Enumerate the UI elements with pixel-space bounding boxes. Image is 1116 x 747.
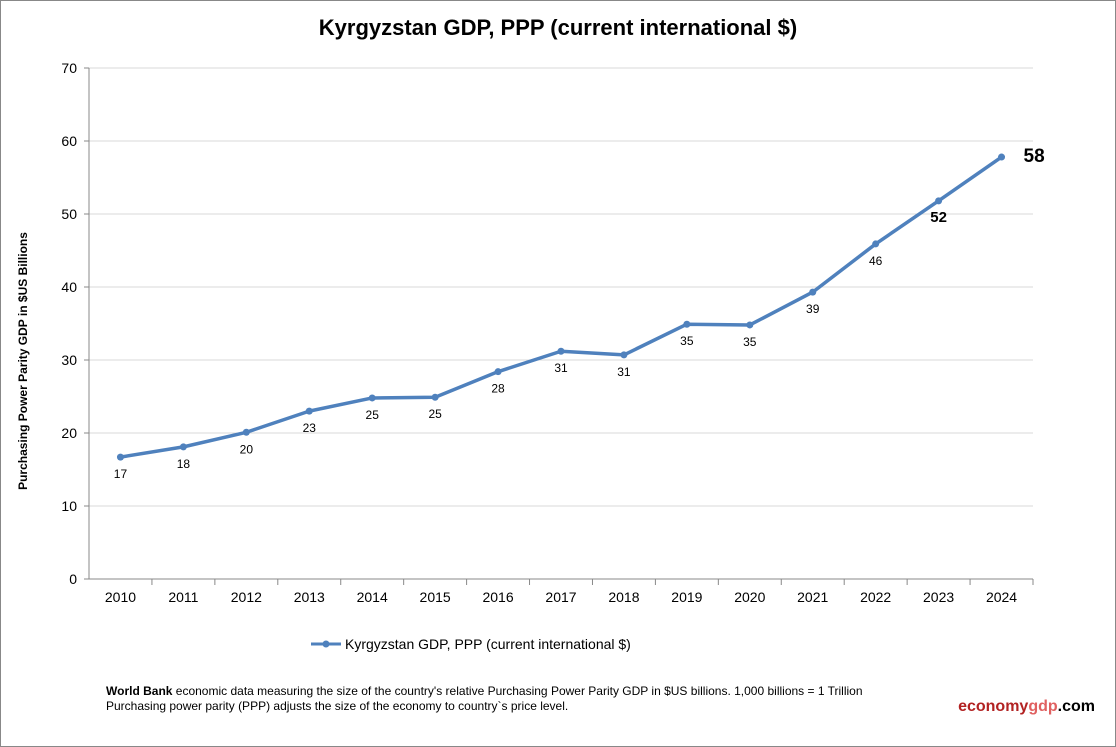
data-point xyxy=(431,393,439,401)
y-tick-label: 30 xyxy=(61,352,77,368)
data-point xyxy=(494,368,502,376)
data-label: 25 xyxy=(366,408,380,422)
legend-marker xyxy=(311,640,341,648)
data-label: 18 xyxy=(177,457,191,471)
chart-title: Kyrgyzstan GDP, PPP (current internation… xyxy=(318,15,798,40)
data-point xyxy=(179,443,187,451)
data-point xyxy=(620,351,628,359)
data-point xyxy=(683,320,691,328)
brand-part2: gdp xyxy=(1028,698,1058,715)
footer-line1: economic data measuring the size of the … xyxy=(172,684,863,698)
brand-logo[interactable]: economygdp.com xyxy=(958,698,1095,716)
data-label: 35 xyxy=(743,335,757,349)
x-tick-label: 2013 xyxy=(294,589,325,605)
y-tick-label: 40 xyxy=(61,279,77,295)
y-tick-label: 60 xyxy=(61,133,77,149)
data-point xyxy=(809,288,817,296)
x-tick-label: 2015 xyxy=(420,589,451,605)
data-point xyxy=(305,407,313,415)
x-tick-label: 2010 xyxy=(105,589,136,605)
data-point xyxy=(998,153,1006,161)
x-tick-label: 2011 xyxy=(168,589,198,605)
data-label: 31 xyxy=(617,365,631,379)
data-label: 35 xyxy=(680,334,694,348)
legend: Kyrgyzstan GDP, PPP (current internation… xyxy=(311,636,631,652)
data-point xyxy=(557,347,565,355)
data-point xyxy=(935,197,943,205)
x-tick-label: 2012 xyxy=(231,589,262,605)
x-tick-label: 2022 xyxy=(860,589,891,605)
x-tick-label: 2019 xyxy=(671,589,702,605)
brand-part1: economy xyxy=(958,698,1029,715)
y-tick-label: 70 xyxy=(61,60,77,76)
footer-source: World Bank xyxy=(106,684,173,698)
footer-line2: Purchasing power parity (PPP) adjusts th… xyxy=(106,699,569,713)
x-tick-label: 2016 xyxy=(482,589,513,605)
data-label: 52 xyxy=(930,209,947,226)
data-label: 28 xyxy=(491,382,505,396)
data-label: 20 xyxy=(240,442,254,456)
data-label: 17 xyxy=(114,467,128,481)
footer-note: World Bank economic data measuring the s… xyxy=(106,684,863,714)
series-line xyxy=(120,155,1003,459)
y-tick-label: 0 xyxy=(69,571,77,587)
data-label: 23 xyxy=(303,421,317,435)
x-tick-label: 2024 xyxy=(986,589,1017,605)
y-tick-label: 10 xyxy=(61,498,77,514)
x-tick-label: 2021 xyxy=(797,589,828,605)
data-point xyxy=(746,321,754,329)
data-label: 46 xyxy=(869,254,883,268)
data-label: 39 xyxy=(806,302,820,316)
data-label: 31 xyxy=(554,361,568,375)
x-tick-label: 2014 xyxy=(357,589,388,605)
x-tick-label: 2023 xyxy=(923,589,954,605)
data-point xyxy=(116,453,124,461)
legend-label: Kyrgyzstan GDP, PPP (current internation… xyxy=(345,636,631,652)
data-point xyxy=(872,240,880,248)
x-tick-label: 2017 xyxy=(545,589,576,605)
data-label: 58 xyxy=(1024,146,1045,167)
y-tick-label: 50 xyxy=(61,206,77,222)
x-tick-label: 2018 xyxy=(608,589,639,605)
brand-part3: .com xyxy=(1057,698,1095,715)
y-tick-label: 20 xyxy=(61,425,77,441)
data-point xyxy=(368,394,376,402)
x-tick-label: 2020 xyxy=(734,589,765,605)
data-point xyxy=(242,428,250,436)
data-label: 25 xyxy=(428,407,442,421)
